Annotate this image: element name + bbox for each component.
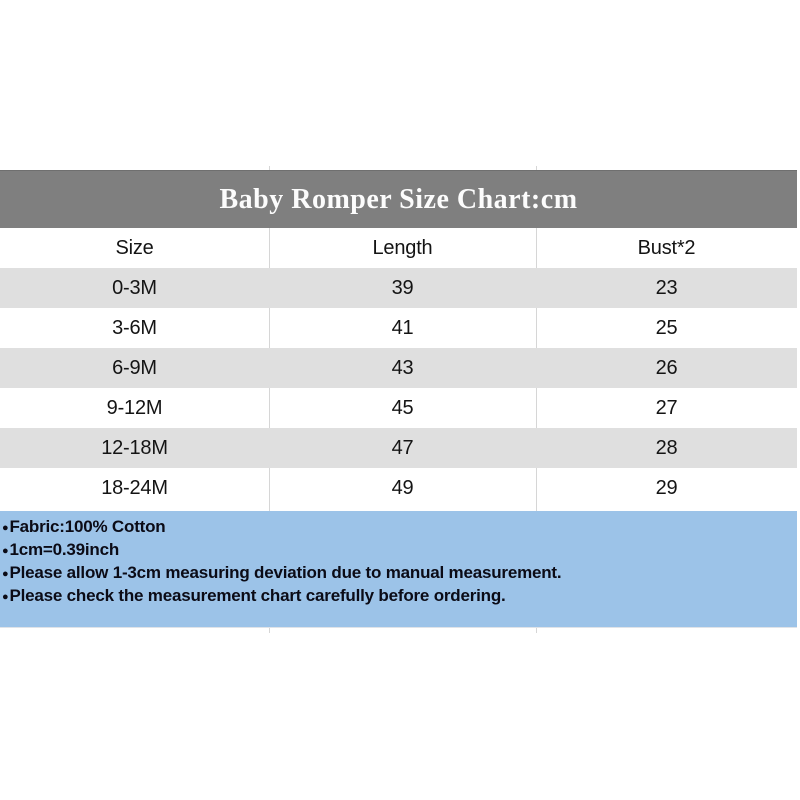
size-chart: Baby Romper Size Chart:cm Size Length Bu… <box>0 170 797 628</box>
column-header-length: Length <box>372 236 433 259</box>
bust-value: 28 <box>655 436 678 459</box>
table-row: 3-6M 41 25 <box>0 308 797 348</box>
bust-value: 23 <box>655 276 678 299</box>
table-row: 0-3M 39 23 <box>0 268 797 308</box>
table-row: 9-12M 45 27 <box>0 388 797 428</box>
length-value: 43 <box>391 356 414 379</box>
note-line: ●Fabric:100% Cotton <box>2 516 793 539</box>
chart-title: Baby Romper Size Chart:cm <box>219 183 578 215</box>
note-line: ●Please check the measurement chart care… <box>2 585 793 608</box>
bullet-icon: ● <box>2 545 9 557</box>
note-text: 1cm=0.39inch <box>9 540 120 559</box>
column-header-bust: Bust*2 <box>637 236 696 259</box>
note-text: Please allow 1-3cm measuring deviation d… <box>9 563 562 582</box>
bust-value: 25 <box>655 316 678 339</box>
table-row: 12-18M 47 28 <box>0 428 797 468</box>
column-header-size: Size <box>115 236 154 259</box>
notes-panel: ●Fabric:100% Cotton ●1cm=0.39inch ●Pleas… <box>0 511 797 628</box>
bullet-icon: ● <box>2 522 9 534</box>
table-header-row: Size Length Bust*2 <box>0 228 797 268</box>
bullet-icon: ● <box>2 568 9 580</box>
size-value: 0-3M <box>112 276 157 299</box>
size-value: 9-12M <box>106 396 163 419</box>
length-value: 47 <box>391 436 414 459</box>
length-value: 39 <box>391 276 414 299</box>
table-row: 18-24M 49 29 <box>0 468 797 508</box>
size-value: 6-9M <box>112 356 157 379</box>
column-divider <box>536 166 537 633</box>
note-line: ●1cm=0.39inch <box>2 539 793 562</box>
size-value: 3-6M <box>112 316 157 339</box>
length-value: 41 <box>391 316 414 339</box>
note-line: ●Please allow 1-3cm measuring deviation … <box>2 562 793 585</box>
length-value: 45 <box>391 396 414 419</box>
bullet-icon: ● <box>2 591 9 603</box>
chart-title-band: Baby Romper Size Chart:cm <box>0 170 797 228</box>
bust-value: 26 <box>655 356 678 379</box>
size-value: 12-18M <box>101 436 168 459</box>
column-divider <box>269 166 270 633</box>
note-text: Please check the measurement chart caref… <box>9 586 506 605</box>
size-value: 18-24M <box>101 476 168 499</box>
length-value: 49 <box>391 476 414 499</box>
table-row: 6-9M 43 26 <box>0 348 797 388</box>
note-text: Fabric:100% Cotton <box>9 517 166 536</box>
bust-value: 29 <box>655 476 678 499</box>
bust-value: 27 <box>655 396 678 419</box>
